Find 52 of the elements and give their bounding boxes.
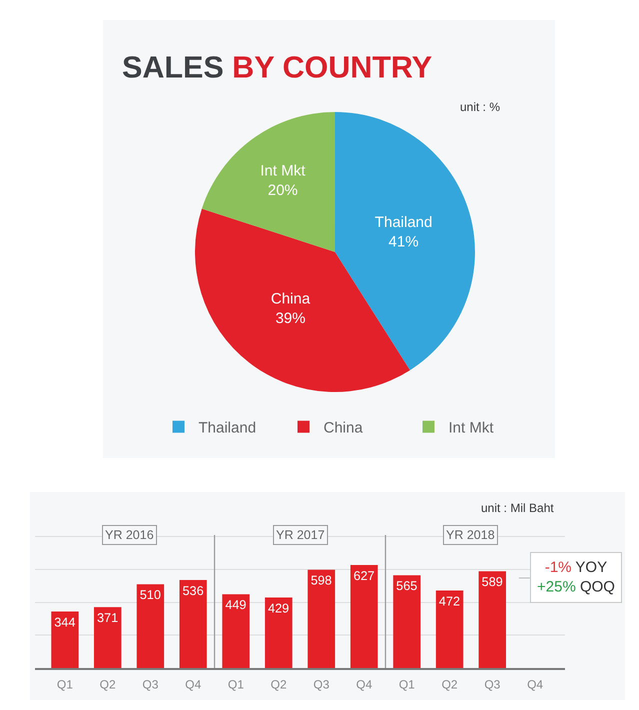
text: unit : %	[460, 100, 500, 114]
bar	[350, 565, 378, 668]
bar	[264, 598, 292, 668]
x-tick-label: Q3	[142, 677, 159, 692]
pie-slice	[334, 112, 475, 370]
data-label: 344	[54, 615, 76, 630]
annotation: YR 2018	[446, 528, 495, 542]
legend-label: Thailand	[198, 420, 256, 437]
x-tick-label: Q4	[185, 677, 202, 692]
data-label: 510	[140, 588, 161, 602]
bar	[308, 570, 336, 668]
data-label: 41%	[388, 233, 419, 250]
y-axis-title: unit : Mil Baht	[481, 501, 554, 515]
slice-label: Thailand	[374, 214, 432, 231]
data-label: 371	[96, 610, 118, 625]
slice-label: Int Mkt	[260, 162, 306, 180]
pie-slice	[202, 112, 335, 252]
bar	[94, 607, 122, 668]
bar	[179, 580, 207, 668]
data-label: 20%	[268, 182, 298, 199]
data-label: 589	[482, 575, 503, 590]
annotation: YR 2017	[276, 528, 325, 542]
bar	[51, 612, 79, 668]
bar	[478, 571, 506, 668]
data-label: 472	[438, 594, 460, 608]
data-label: 39%	[275, 310, 306, 328]
annotation: -1% YOY +25% QOQ	[537, 559, 615, 596]
bar	[222, 594, 250, 668]
x-tick-label: Q4	[356, 677, 372, 692]
data-label: 449	[225, 598, 246, 612]
data-label: 536	[182, 584, 204, 598]
bar	[136, 584, 164, 668]
x-tick-label: Q2	[270, 677, 287, 692]
x-tick-label: Q2	[442, 677, 458, 692]
x-tick-label: Q1	[56, 677, 74, 692]
slice-label: China	[270, 290, 311, 308]
x-tick-label: Q4	[527, 677, 544, 692]
data-label: 627	[353, 568, 375, 583]
x-tick-label: Q1	[228, 677, 244, 692]
chart-title: SALES BY COUNTRY	[122, 50, 432, 85]
legend-label: Int Mkt	[448, 420, 494, 437]
annotation: YR 2016	[105, 528, 154, 542]
x-tick-label: Q3	[484, 677, 501, 692]
x-tick-label: Q1	[398, 677, 416, 692]
x-tick-label: Q3	[313, 677, 330, 692]
bar	[393, 575, 421, 668]
legend-label: China	[323, 420, 364, 437]
x-tick-label: Q2	[100, 677, 116, 692]
data-label: 429	[268, 601, 290, 616]
bar	[436, 590, 464, 668]
data-label: 565	[396, 579, 418, 594]
data-label: 598	[310, 574, 332, 588]
